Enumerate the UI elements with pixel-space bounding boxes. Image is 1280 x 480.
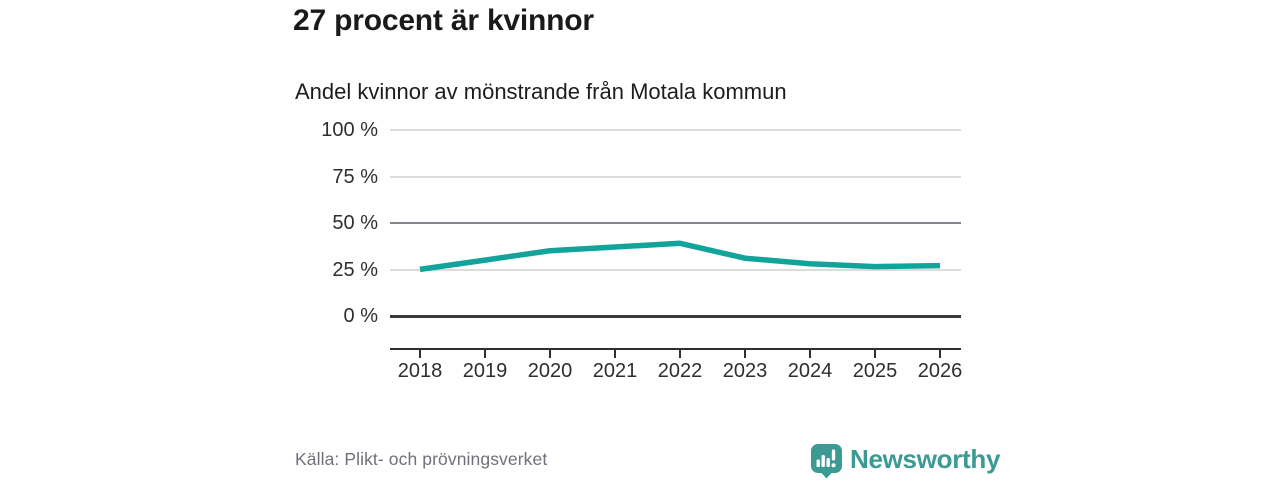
y-axis-tick-label: 50 %: [332, 212, 378, 234]
x-axis-tick: [614, 349, 616, 358]
x-axis-tick: [939, 349, 941, 358]
x-axis-tick: [679, 349, 681, 358]
x-axis-tick-label: 2018: [397, 360, 443, 382]
x-axis-tick-label: 2019: [462, 360, 508, 382]
newsworthy-logo-icon: [811, 444, 842, 479]
x-axis-tick: [874, 349, 876, 358]
x-axis-tick-label: 2021: [592, 360, 638, 382]
reference-line-50: [390, 222, 961, 224]
y-axis-tick-label: 25 %: [332, 259, 378, 281]
source-note: Källa: Plikt- och prövningsverket: [295, 449, 548, 469]
newsworthy-logo: Newsworthy: [810, 443, 1000, 479]
y-axis-tick-label: 75 %: [332, 166, 378, 188]
chart-title: 27 procent är kvinnor: [293, 4, 594, 37]
series-line: [419, 240, 941, 273]
x-axis-tick: [809, 349, 811, 358]
x-axis-tick: [549, 349, 551, 358]
newsworthy-wordmark: Newsworthy: [850, 444, 1001, 474]
x-axis-tick-label: 2025: [852, 360, 898, 382]
x-axis-tick: [419, 349, 421, 358]
y-axis-tick-label: 100 %: [321, 119, 378, 141]
x-axis-tick-label: 2020: [527, 360, 573, 382]
x-axis-tick: [744, 349, 746, 358]
x-axis-line: [390, 348, 961, 350]
x-axis-tick-label: 2024: [787, 360, 833, 382]
gridline-100: [390, 129, 961, 131]
gridline-75: [390, 176, 961, 178]
chart-subtitle: Andel kvinnor av mönstrande från Motala …: [295, 79, 787, 104]
zero-line: [390, 315, 961, 318]
x-axis-tick-label: 2022: [657, 360, 703, 382]
x-axis-tick-label: 2026: [917, 360, 963, 382]
gridline-25: [390, 269, 961, 271]
y-axis-tick-label: 0 %: [343, 305, 378, 327]
x-axis-tick: [484, 349, 486, 358]
x-axis-tick-label: 2023: [722, 360, 768, 382]
